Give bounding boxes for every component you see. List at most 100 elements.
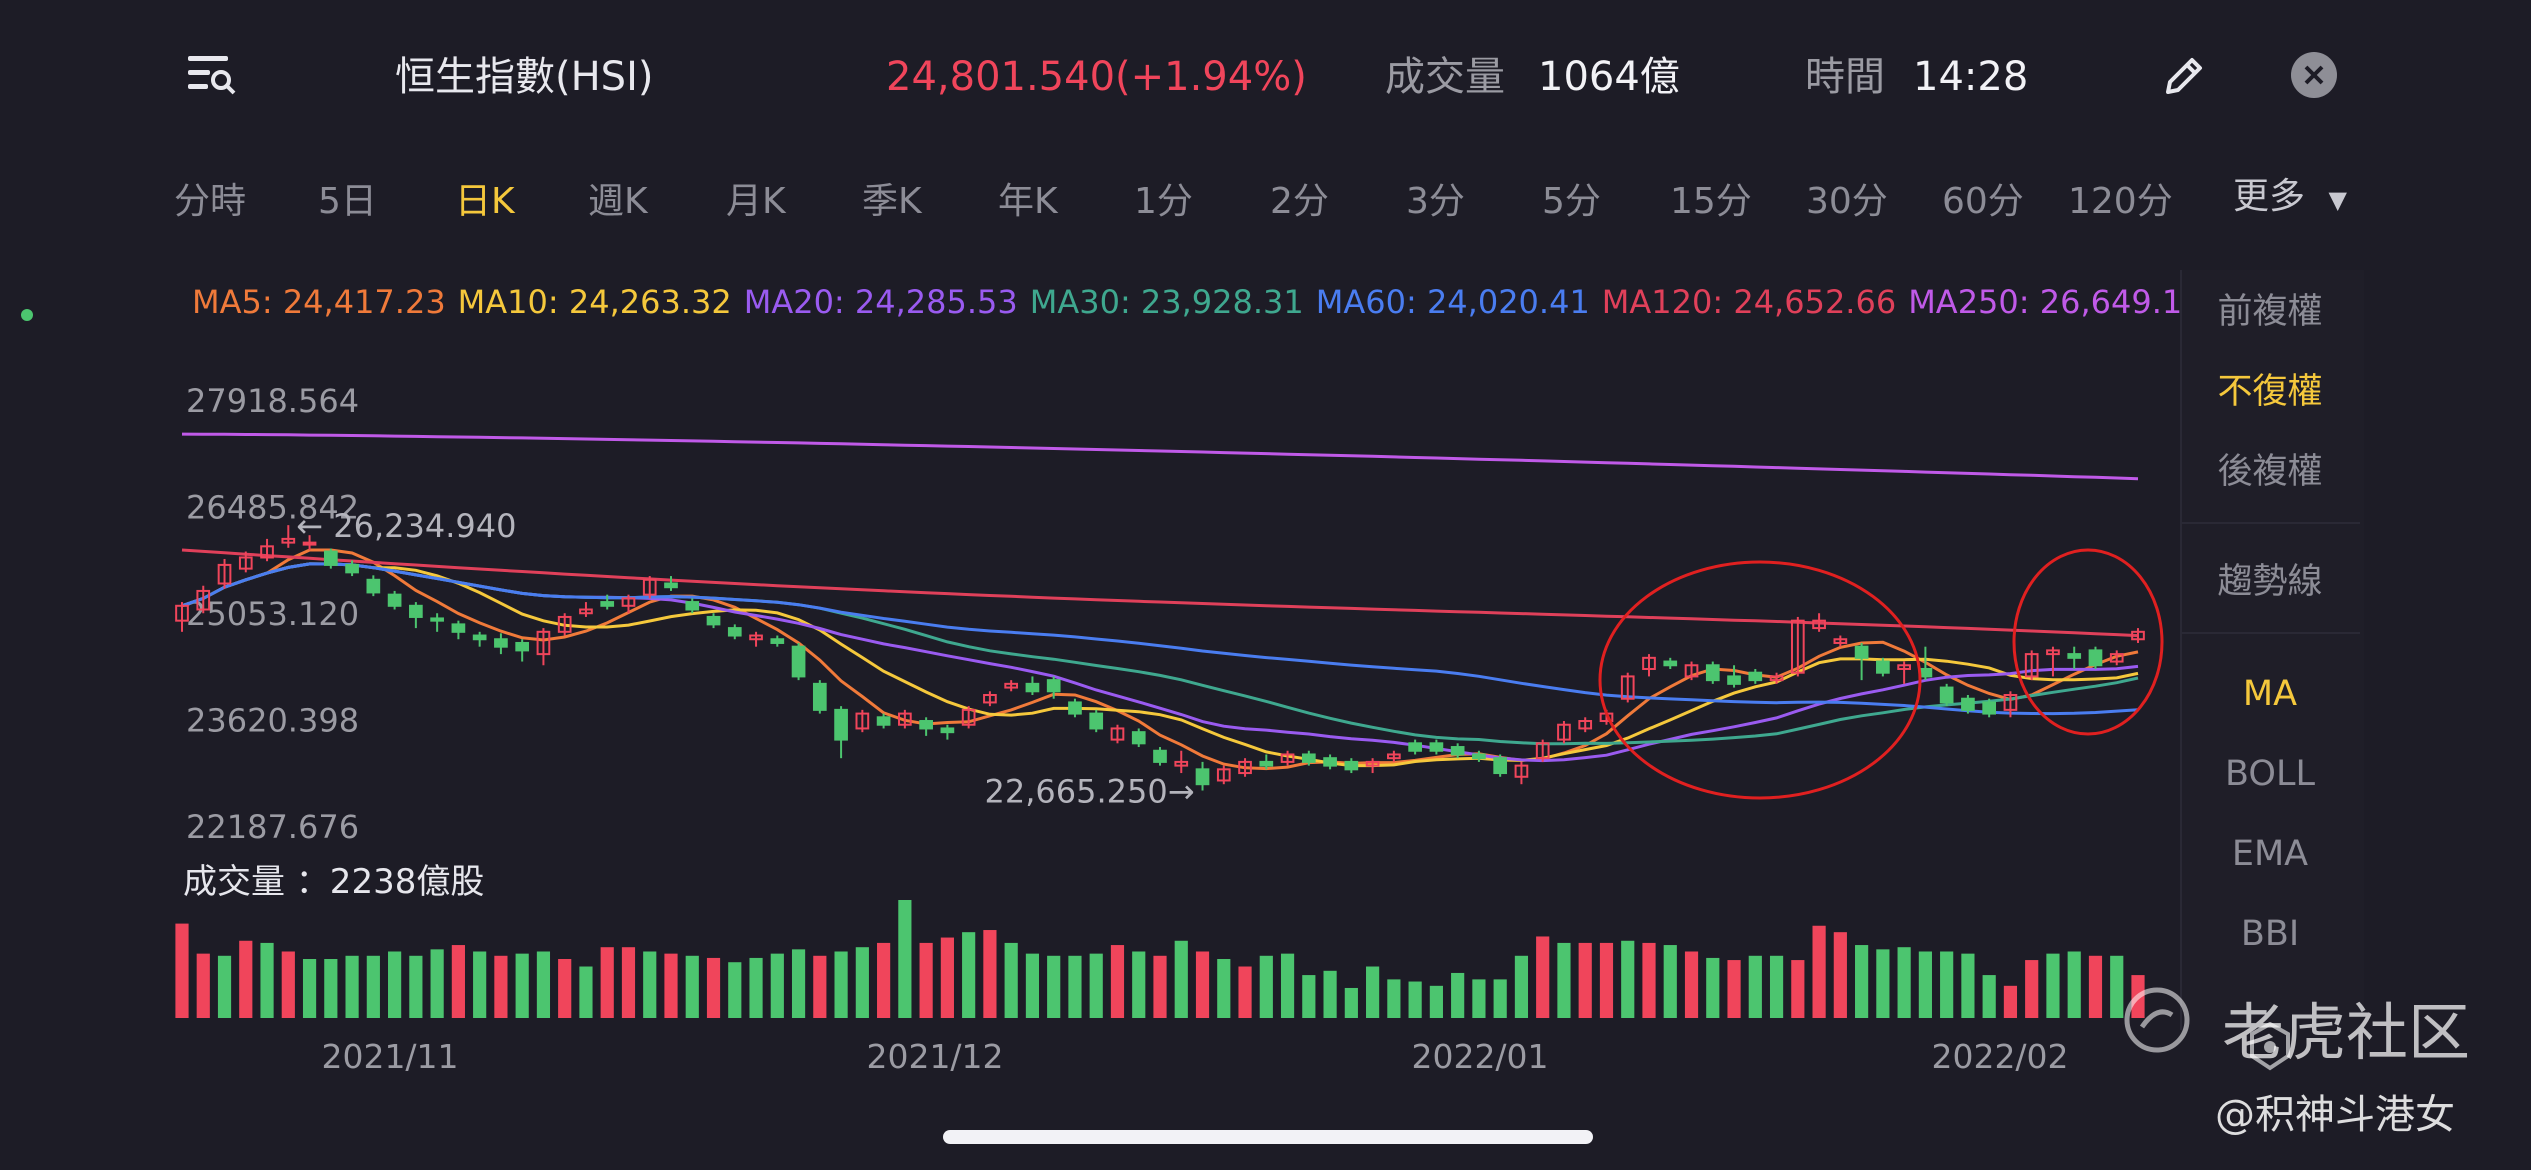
x-tick-label: 2021/11 — [321, 1037, 458, 1076]
status-dot — [21, 309, 33, 321]
volume-bar — [281, 951, 295, 1018]
menu-search-icon[interactable] — [184, 48, 240, 104]
candle-body — [2088, 649, 2103, 667]
candle-body — [1387, 753, 1401, 760]
candle-body — [1982, 701, 1997, 715]
candle-body — [1663, 660, 1678, 667]
tab-6[interactable]: 年K — [998, 181, 1058, 222]
candle-body — [238, 556, 253, 570]
tab-5[interactable]: 季K — [862, 181, 922, 222]
volume-bar — [1429, 985, 1443, 1018]
ma-line-120 — [181, 548, 2139, 638]
volume-bar — [430, 949, 444, 1018]
candle-body — [1514, 764, 1529, 778]
candle-body — [1939, 686, 1954, 704]
close-icon[interactable] — [2290, 51, 2338, 99]
candle-body — [409, 604, 423, 618]
side-item-0[interactable]: 前複權 — [2217, 292, 2323, 332]
volume-bar — [706, 957, 721, 1018]
price-tick-label: 26485.842 — [186, 489, 359, 527]
volume-bar — [1451, 972, 1465, 1018]
candle-body — [1493, 757, 1508, 775]
side-item-7[interactable]: BBI — [2240, 914, 2300, 954]
side-item-5[interactable]: BOLL — [2225, 754, 2315, 794]
volume-bar — [1748, 955, 1762, 1018]
side-item-4[interactable]: MA — [2242, 674, 2298, 714]
highlight-circle — [2012, 548, 2164, 736]
volume-bar — [1110, 945, 1125, 1018]
volume-bar — [1578, 942, 1592, 1018]
side-item-1[interactable]: 不復權 — [2217, 372, 2323, 412]
volume-bar — [877, 942, 891, 1018]
candle-body — [919, 720, 933, 730]
ma-line-20 — [181, 562, 2139, 763]
candle-body — [1153, 749, 1167, 763]
candle-body — [2003, 693, 2018, 711]
candle-body — [706, 615, 721, 626]
more-button[interactable]: 更多 ▼ — [2233, 175, 2347, 222]
price-tick-label: 25053.120 — [186, 595, 359, 633]
ma-line-250 — [181, 432, 2139, 481]
tab-14[interactable]: 120分 — [2068, 181, 2173, 222]
side-divider — [2182, 632, 2360, 634]
volume-bar — [1663, 945, 1677, 1018]
volume-bar — [1302, 975, 1316, 1018]
candle-body — [1408, 742, 1422, 752]
volume-bar — [409, 955, 423, 1018]
candle-body — [515, 641, 530, 652]
price-tick-label: 27918.564 — [186, 382, 359, 420]
high-annotation: ← 26,234.940 — [296, 507, 516, 545]
candle-body — [557, 615, 572, 633]
tab-7[interactable]: 1分 — [1134, 181, 1193, 222]
tab-8[interactable]: 2分 — [1270, 181, 1329, 222]
candle-body — [1301, 753, 1316, 763]
tab-4[interactable]: 月K — [726, 181, 786, 222]
volume-bar — [1599, 942, 1614, 1018]
time-value: 14:28 — [1913, 54, 2029, 100]
candle-body — [536, 630, 551, 656]
ma-label-4: MA60: 24,020.41 — [1315, 283, 1590, 321]
volume-bar — [1408, 981, 1422, 1018]
tab-10[interactable]: 5分 — [1542, 181, 1601, 222]
highlight-circle — [1598, 560, 1922, 800]
candle-body — [345, 563, 359, 574]
tab-13[interactable]: 60分 — [1942, 181, 2024, 222]
ma-legend: MA5: 24,417.23 MA10: 24,263.32 MA20: 24,28… — [192, 282, 2215, 322]
candle-body — [961, 708, 976, 726]
tab-3[interactable]: 週K — [588, 181, 648, 222]
price-change: 24,801.540(+1.94%) — [886, 54, 1307, 100]
tab-12[interactable]: 30分 — [1806, 181, 1888, 222]
volume-bar — [1727, 960, 1741, 1018]
side-item-2[interactable]: 後複權 — [2217, 452, 2323, 492]
home-indicator[interactable] — [943, 1130, 1593, 1144]
price-tick-label: 22187.676 — [186, 808, 359, 846]
candle-body — [1727, 675, 1741, 685]
volume-bar — [1791, 960, 1805, 1018]
tab-9[interactable]: 3分 — [1406, 181, 1465, 222]
volume-bar — [600, 947, 614, 1018]
candle-body — [1238, 760, 1252, 775]
volume-bar — [1536, 936, 1550, 1018]
ma-label-0: MA5: 24,417.23 — [192, 283, 446, 321]
candle-body — [579, 608, 593, 615]
candle-body — [1344, 760, 1359, 771]
candle-body — [2046, 649, 2060, 656]
volume-bar — [791, 949, 806, 1018]
tab-11[interactable]: 15分 — [1670, 181, 1752, 222]
volume-bar — [2088, 955, 2103, 1018]
x-tick-label: 2022/02 — [1931, 1037, 2068, 1076]
volume-bar — [1195, 951, 1210, 1018]
tab-0[interactable]: 分時 — [174, 181, 247, 222]
side-item-3[interactable]: 趨勢線 — [2217, 562, 2323, 602]
tab-2[interactable]: 日K — [455, 181, 515, 222]
candle-body — [302, 541, 317, 546]
tab-1[interactable]: 5日 — [318, 181, 377, 222]
side-item-6[interactable]: EMA — [2231, 834, 2309, 874]
index-name: 恒生指數(HSI) — [395, 54, 654, 100]
candle-body — [260, 545, 274, 559]
volume-value: 1064億 — [1538, 54, 1680, 100]
candle-body — [196, 589, 211, 611]
volume-bar — [1897, 947, 1911, 1018]
pencil-icon[interactable] — [2160, 50, 2210, 100]
volume-bar — [579, 966, 593, 1018]
